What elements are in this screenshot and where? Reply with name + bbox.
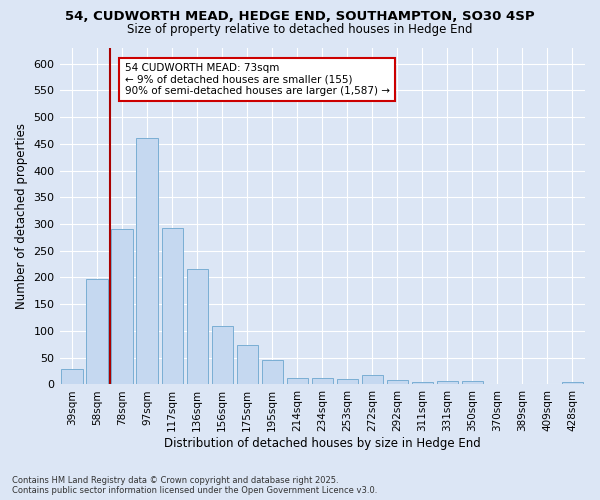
Bar [562, 382, 583, 384]
Y-axis label: Number of detached properties: Number of detached properties [15, 123, 28, 309]
Bar [262, 360, 283, 384]
Bar [362, 375, 383, 384]
Bar [112, 230, 133, 384]
Bar [136, 138, 158, 384]
X-axis label: Distribution of detached houses by size in Hedge End: Distribution of detached houses by size … [164, 437, 481, 450]
Bar [311, 378, 333, 384]
Bar [187, 270, 208, 384]
Text: Contains HM Land Registry data © Crown copyright and database right 2025.
Contai: Contains HM Land Registry data © Crown c… [12, 476, 377, 495]
Bar [462, 381, 483, 384]
Bar [337, 379, 358, 384]
Bar [86, 279, 108, 384]
Text: 54, CUDWORTH MEAD, HEDGE END, SOUTHAMPTON, SO30 4SP: 54, CUDWORTH MEAD, HEDGE END, SOUTHAMPTO… [65, 10, 535, 23]
Text: Size of property relative to detached houses in Hedge End: Size of property relative to detached ho… [127, 22, 473, 36]
Bar [161, 228, 183, 384]
Bar [412, 382, 433, 384]
Bar [212, 326, 233, 384]
Bar [236, 345, 258, 385]
Text: 54 CUDWORTH MEAD: 73sqm
← 9% of detached houses are smaller (155)
90% of semi-de: 54 CUDWORTH MEAD: 73sqm ← 9% of detached… [125, 63, 389, 96]
Bar [61, 370, 83, 384]
Bar [437, 381, 458, 384]
Bar [287, 378, 308, 384]
Bar [387, 380, 408, 384]
